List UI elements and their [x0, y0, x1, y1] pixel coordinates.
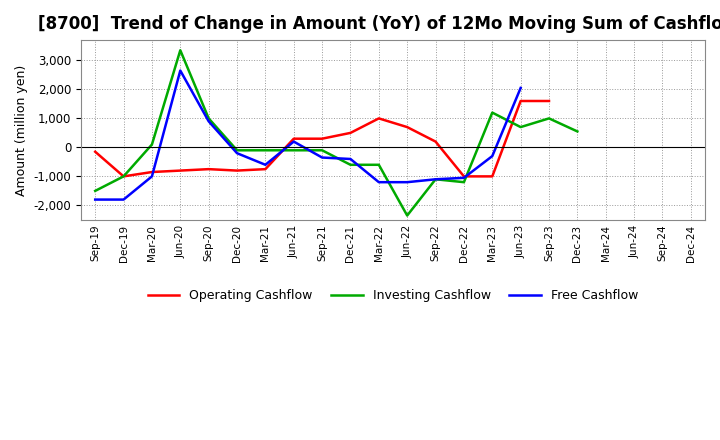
Investing Cashflow — [346, 162, 355, 168]
Investing Cashflow — [261, 148, 270, 153]
Operating Cashflow — [545, 99, 554, 104]
Operating Cashflow — [318, 136, 326, 141]
Free Cashflow — [346, 156, 355, 161]
Investing Cashflow — [120, 174, 128, 179]
Free Cashflow — [233, 150, 241, 156]
Operating Cashflow — [403, 125, 412, 130]
Free Cashflow — [120, 197, 128, 202]
Operating Cashflow — [346, 130, 355, 136]
Free Cashflow — [459, 175, 468, 180]
Investing Cashflow — [176, 48, 184, 53]
Free Cashflow — [318, 155, 326, 160]
Investing Cashflow — [374, 162, 383, 168]
Free Cashflow — [261, 162, 270, 168]
Investing Cashflow — [403, 213, 412, 218]
Investing Cashflow — [431, 176, 440, 182]
Operating Cashflow — [91, 149, 99, 154]
Free Cashflow — [91, 197, 99, 202]
Investing Cashflow — [573, 129, 582, 134]
Y-axis label: Amount (million yen): Amount (million yen) — [15, 64, 28, 196]
Operating Cashflow — [289, 136, 298, 141]
Investing Cashflow — [204, 116, 213, 121]
Operating Cashflow — [431, 139, 440, 144]
Free Cashflow — [488, 154, 497, 159]
Free Cashflow — [289, 139, 298, 144]
Title: [8700]  Trend of Change in Amount (YoY) of 12Mo Moving Sum of Cashflows: [8700] Trend of Change in Amount (YoY) o… — [38, 15, 720, 33]
Operating Cashflow — [176, 168, 184, 173]
Investing Cashflow — [545, 116, 554, 121]
Operating Cashflow — [261, 166, 270, 172]
Operating Cashflow — [120, 174, 128, 179]
Line: Investing Cashflow: Investing Cashflow — [95, 50, 577, 216]
Free Cashflow — [431, 176, 440, 182]
Investing Cashflow — [459, 180, 468, 185]
Legend: Operating Cashflow, Investing Cashflow, Free Cashflow: Operating Cashflow, Investing Cashflow, … — [143, 284, 643, 307]
Investing Cashflow — [148, 142, 156, 147]
Operating Cashflow — [148, 169, 156, 175]
Operating Cashflow — [488, 174, 497, 179]
Free Cashflow — [204, 119, 213, 124]
Investing Cashflow — [91, 188, 99, 194]
Line: Operating Cashflow: Operating Cashflow — [95, 101, 549, 176]
Operating Cashflow — [233, 168, 241, 173]
Investing Cashflow — [488, 110, 497, 115]
Free Cashflow — [176, 68, 184, 73]
Investing Cashflow — [289, 148, 298, 153]
Free Cashflow — [403, 180, 412, 185]
Free Cashflow — [374, 180, 383, 185]
Free Cashflow — [516, 85, 525, 91]
Operating Cashflow — [459, 174, 468, 179]
Operating Cashflow — [374, 116, 383, 121]
Operating Cashflow — [516, 99, 525, 104]
Investing Cashflow — [233, 148, 241, 153]
Investing Cashflow — [516, 125, 525, 130]
Free Cashflow — [148, 174, 156, 179]
Line: Free Cashflow: Free Cashflow — [95, 70, 521, 200]
Operating Cashflow — [204, 166, 213, 172]
Investing Cashflow — [318, 148, 326, 153]
